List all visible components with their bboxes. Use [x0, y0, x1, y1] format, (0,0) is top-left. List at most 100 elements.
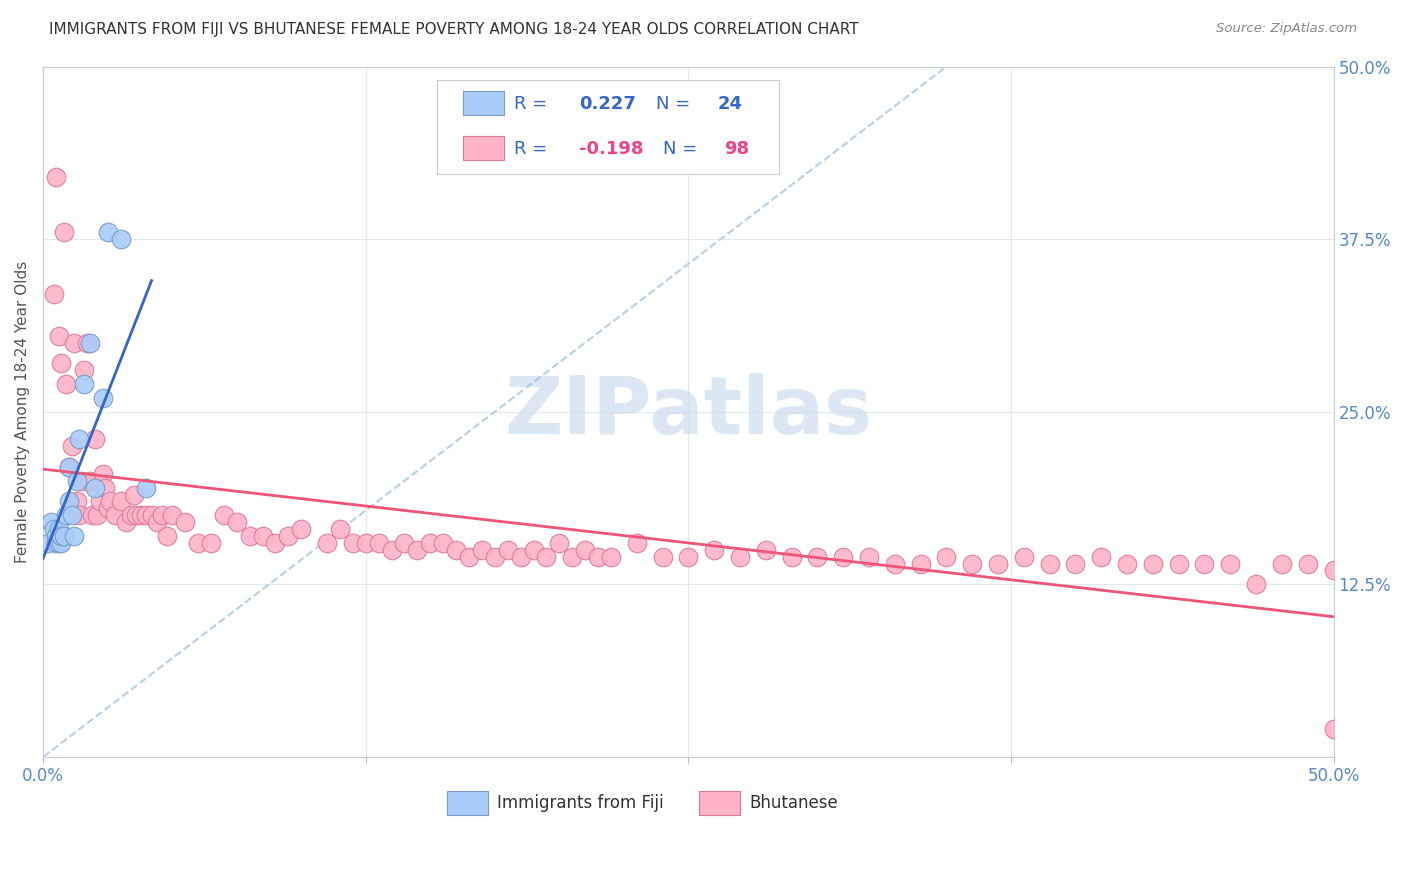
Text: -0.198: -0.198	[579, 140, 643, 158]
Point	[1244, 577, 1267, 591]
Point	[225, 515, 247, 529]
Point	[45, 529, 67, 543]
Point	[120, 508, 142, 523]
Point	[960, 557, 983, 571]
Point	[135, 508, 157, 523]
Point	[52, 529, 75, 543]
Text: 24: 24	[718, 95, 742, 113]
FancyBboxPatch shape	[437, 80, 779, 174]
Point	[755, 542, 778, 557]
Point	[651, 549, 673, 564]
Point	[381, 542, 404, 557]
Point	[66, 474, 89, 488]
Point	[678, 549, 700, 564]
Point	[125, 508, 148, 523]
Point	[160, 508, 183, 523]
Point	[1322, 723, 1344, 737]
Point	[458, 549, 481, 564]
Point	[883, 557, 905, 571]
Text: Bhutanese: Bhutanese	[749, 794, 838, 812]
Point	[1167, 557, 1189, 571]
Text: IMMIGRANTS FROM FIJI VS BHUTANESE FEMALE POVERTY AMONG 18-24 YEAR OLDS CORRELATI: IMMIGRANTS FROM FIJI VS BHUTANESE FEMALE…	[49, 22, 859, 37]
FancyBboxPatch shape	[463, 136, 503, 160]
Point	[76, 335, 98, 350]
Point	[156, 529, 179, 543]
Point	[329, 522, 352, 536]
Point	[42, 287, 65, 301]
Point	[600, 549, 623, 564]
Point	[522, 542, 544, 557]
Point	[1322, 564, 1344, 578]
Text: Source: ZipAtlas.com: Source: ZipAtlas.com	[1216, 22, 1357, 36]
Point	[58, 459, 80, 474]
Point	[135, 481, 157, 495]
Point	[471, 542, 494, 557]
Point	[187, 536, 209, 550]
FancyBboxPatch shape	[699, 791, 740, 815]
Point	[79, 474, 101, 488]
Point	[51, 356, 73, 370]
Point	[342, 536, 364, 550]
Point	[122, 487, 145, 501]
Point	[104, 508, 127, 523]
Point	[91, 391, 114, 405]
Point	[45, 536, 67, 550]
Point	[73, 377, 96, 392]
Point	[51, 529, 73, 543]
Point	[97, 501, 120, 516]
Point	[1219, 557, 1241, 571]
Point	[45, 169, 67, 184]
Point	[1296, 557, 1319, 571]
Point	[39, 515, 62, 529]
Point	[63, 529, 86, 543]
Text: ZIPatlas: ZIPatlas	[505, 373, 873, 450]
Point	[354, 536, 377, 550]
Point	[910, 557, 932, 571]
Point	[1142, 557, 1164, 571]
Point	[70, 474, 93, 488]
Point	[58, 459, 80, 474]
Point	[548, 536, 571, 550]
Point	[66, 494, 89, 508]
Point	[52, 225, 75, 239]
Point	[200, 536, 222, 550]
Point	[1039, 557, 1062, 571]
Point	[728, 549, 751, 564]
Point	[212, 508, 235, 523]
Point	[37, 536, 59, 550]
Point	[316, 536, 339, 550]
Point	[444, 542, 467, 557]
Point	[561, 549, 583, 564]
Point	[496, 542, 519, 557]
Text: 0.227: 0.227	[579, 95, 636, 113]
Point	[419, 536, 441, 550]
Point	[432, 536, 454, 550]
Point	[1271, 557, 1294, 571]
Point	[97, 225, 120, 239]
Text: N =: N =	[662, 140, 703, 158]
Point	[1064, 557, 1087, 571]
Y-axis label: Female Poverty Among 18-24 Year Olds: Female Poverty Among 18-24 Year Olds	[15, 260, 30, 563]
Point	[832, 549, 855, 564]
FancyBboxPatch shape	[447, 791, 488, 815]
Point	[484, 549, 506, 564]
Point	[98, 494, 121, 508]
Point	[48, 536, 70, 550]
Point	[150, 508, 173, 523]
Point	[367, 536, 389, 550]
Point	[290, 522, 312, 536]
Point	[91, 467, 114, 481]
Point	[86, 508, 108, 523]
Point	[48, 328, 70, 343]
Point	[55, 508, 77, 523]
Point	[110, 494, 132, 508]
Point	[277, 529, 299, 543]
Point	[89, 494, 111, 508]
Point	[1012, 549, 1035, 564]
Point	[1090, 549, 1112, 564]
Point	[42, 522, 65, 536]
Point	[252, 529, 274, 543]
FancyBboxPatch shape	[463, 91, 503, 115]
Point	[48, 522, 70, 536]
Point	[935, 549, 957, 564]
